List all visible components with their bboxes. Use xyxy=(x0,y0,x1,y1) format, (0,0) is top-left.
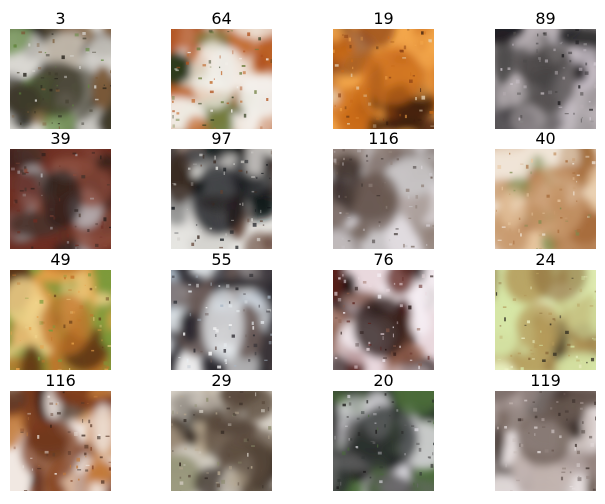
grid-cell: 116 xyxy=(10,370,111,491)
grid-cell: 29 xyxy=(171,370,272,491)
generated-image xyxy=(495,29,596,129)
generated-image xyxy=(10,149,111,249)
cell-label: 76 xyxy=(373,250,394,269)
cell-label: 29 xyxy=(211,371,232,390)
grid-cell: 40 xyxy=(495,128,596,249)
generated-image xyxy=(333,270,434,370)
cell-label: 39 xyxy=(50,129,71,148)
grid-cell: 19 xyxy=(333,8,434,129)
cell-label: 49 xyxy=(50,250,71,269)
generated-image xyxy=(10,29,111,129)
cell-label: 89 xyxy=(535,9,556,28)
cell-label: 116 xyxy=(368,129,399,148)
grid-cell: 39 xyxy=(10,128,111,249)
generated-image xyxy=(495,391,596,491)
generated-image xyxy=(333,149,434,249)
generated-image xyxy=(495,270,596,370)
generated-image xyxy=(10,270,111,370)
cell-label: 24 xyxy=(535,250,556,269)
generated-image xyxy=(333,29,434,129)
grid-cell: 55 xyxy=(171,249,272,370)
cell-label: 97 xyxy=(211,129,232,148)
grid-cell: 24 xyxy=(495,249,596,370)
grid-cell: 76 xyxy=(333,249,434,370)
grid-cell: 64 xyxy=(171,8,272,129)
cell-label: 19 xyxy=(373,9,394,28)
grid-cell: 89 xyxy=(495,8,596,129)
cell-label: 116 xyxy=(45,371,76,390)
grid-cell: 3 xyxy=(10,8,111,129)
cell-label: 55 xyxy=(211,250,232,269)
cell-label: 119 xyxy=(530,371,561,390)
grid-cell: 97 xyxy=(171,128,272,249)
generated-image xyxy=(171,149,272,249)
cell-label: 64 xyxy=(211,9,232,28)
generated-image xyxy=(333,391,434,491)
cell-label: 3 xyxy=(55,9,66,28)
grid-cell: 20 xyxy=(333,370,434,491)
generated-image xyxy=(171,29,272,129)
generated-image xyxy=(495,149,596,249)
cell-label: 40 xyxy=(535,129,556,148)
generated-image xyxy=(10,391,111,491)
generated-image xyxy=(171,391,272,491)
grid-cell: 49 xyxy=(10,249,111,370)
cell-label: 20 xyxy=(373,371,394,390)
generated-image xyxy=(171,270,272,370)
grid-cell: 116 xyxy=(333,128,434,249)
grid-cell: 119 xyxy=(495,370,596,491)
